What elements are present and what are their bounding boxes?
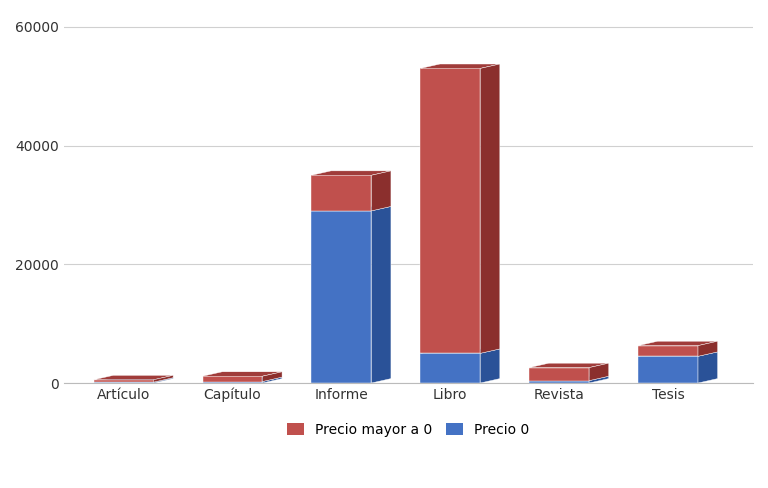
Polygon shape (589, 376, 609, 383)
Polygon shape (263, 377, 282, 383)
Polygon shape (203, 377, 282, 382)
Polygon shape (94, 380, 154, 382)
Polygon shape (638, 341, 717, 346)
Polygon shape (203, 376, 263, 382)
Polygon shape (312, 211, 372, 383)
Polygon shape (529, 381, 589, 383)
Polygon shape (698, 341, 717, 356)
Polygon shape (638, 356, 698, 383)
Legend: Precio mayor a 0, Precio 0: Precio mayor a 0, Precio 0 (282, 417, 535, 442)
Polygon shape (203, 372, 282, 376)
Polygon shape (154, 375, 173, 382)
Polygon shape (698, 352, 717, 383)
Polygon shape (94, 382, 154, 383)
Polygon shape (94, 378, 173, 382)
Polygon shape (638, 352, 717, 356)
Polygon shape (312, 175, 372, 211)
Polygon shape (94, 375, 173, 380)
Polygon shape (372, 206, 391, 383)
Polygon shape (529, 363, 609, 367)
Polygon shape (420, 349, 500, 353)
Polygon shape (420, 68, 480, 353)
Polygon shape (480, 349, 500, 383)
Polygon shape (203, 382, 263, 383)
Polygon shape (312, 206, 391, 211)
Polygon shape (529, 376, 609, 381)
Polygon shape (420, 64, 500, 68)
Polygon shape (263, 372, 282, 382)
Polygon shape (589, 363, 609, 381)
Polygon shape (372, 171, 391, 211)
Polygon shape (529, 367, 589, 381)
Polygon shape (420, 353, 480, 383)
Polygon shape (638, 346, 698, 356)
Polygon shape (480, 64, 500, 353)
Polygon shape (312, 171, 391, 175)
Polygon shape (154, 378, 173, 383)
